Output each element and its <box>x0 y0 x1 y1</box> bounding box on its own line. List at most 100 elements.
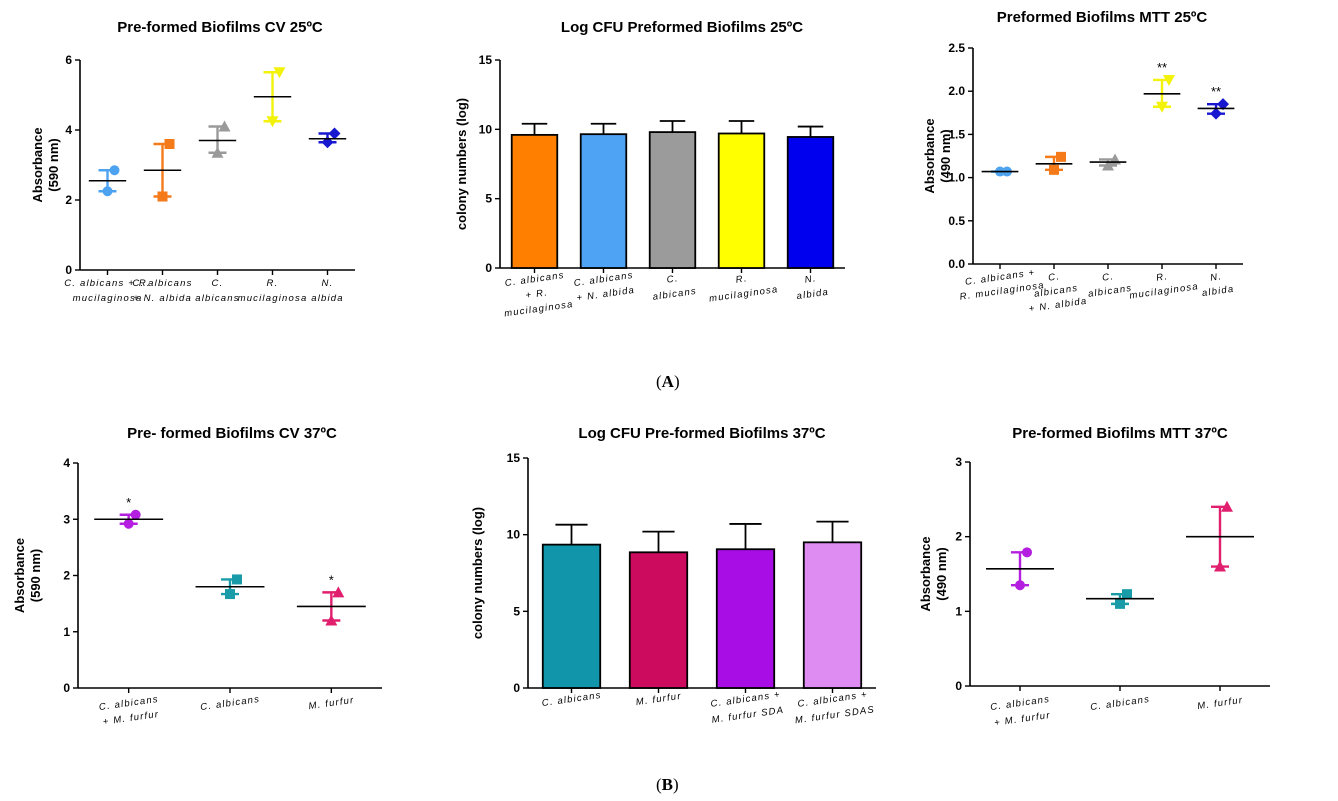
data-point <box>1163 74 1175 86</box>
chart-svg-b2: Log CFU Pre-formed Biofilms 37ºC colony n… <box>470 425 876 726</box>
y-tick-label: 15 <box>507 451 521 465</box>
y-tick-label: 4 <box>65 123 72 137</box>
x-category-line: C. <box>1048 271 1061 284</box>
x-category-line: albida <box>311 293 344 304</box>
x-category-label: C. albicans +M. furfur SDA <box>709 689 785 726</box>
data-point <box>123 518 134 529</box>
x-category-line: + M. furfur <box>994 710 1052 729</box>
x-category-line: + M. furfur <box>102 709 160 728</box>
x-category-line: R. <box>735 273 748 286</box>
x-category-line: mucilaginosa <box>238 293 308 304</box>
x-category-text: R.mucilaginosa <box>706 269 779 304</box>
x-category-line: M. furfur <box>635 691 682 708</box>
x-category-text: C. albicans +M. furfur SDA <box>709 689 785 726</box>
x-category-label: N. albida <box>311 278 344 304</box>
significance-marker: ** <box>1211 84 1221 99</box>
chart-panel-a1: Pre-formed Biofilms CV 25ºC Absorbance(59… <box>0 0 440 360</box>
x-category-text: C. albicans + R. mucilaginosa <box>64 278 151 304</box>
x-category-label: N.albida <box>1201 271 1235 299</box>
x-category-text: M. furfur <box>1197 695 1244 712</box>
data-point <box>225 589 235 600</box>
x-category-line: C. albicans + R. <box>64 278 151 289</box>
chart-svg-a2: Log CFU Preformed Biofilms 25ºC colony nu… <box>454 19 845 320</box>
y-tick-label: 3 <box>955 455 962 469</box>
y-axis-label-line: Absorbance <box>30 127 45 202</box>
x-category-label: R.mucilaginosa <box>1127 267 1200 301</box>
x-category-line: mucilaginosa <box>708 284 779 305</box>
x-category-line: N. <box>1210 271 1223 284</box>
x-category-line: albida <box>1201 284 1235 299</box>
y-tick-label: 2.5 <box>948 41 965 55</box>
x-category-text: C.albicans <box>195 278 239 304</box>
x-category-text: R.mucilaginosa <box>1127 267 1200 301</box>
x-category-text: C. albicans+ M. furfur <box>98 694 161 728</box>
y-tick-label: 5 <box>485 192 492 206</box>
data-point <box>325 614 338 626</box>
chart-title: Pre-formed Biofilms CV 25ºC <box>117 19 323 36</box>
chart-svg-a3: Preformed Biofilms MTT 25ºC Absorbance(49… <box>922 9 1243 315</box>
y-tick-label: 1 <box>955 604 962 618</box>
x-category-label: C.albicans <box>195 278 239 304</box>
data-point <box>1102 159 1114 171</box>
x-category-line: C. <box>1102 271 1115 284</box>
bar <box>786 136 835 269</box>
y-axis-label-line: Absorbance <box>12 538 27 613</box>
x-category-line: N. <box>322 278 334 289</box>
chart-panel-b3: Pre-formed Biofilms MTT 37ºC Absorbance(4… <box>890 410 1338 770</box>
x-category-line: C. albicans <box>1090 694 1151 713</box>
chart-svg-a1: Pre-formed Biofilms CV 25ºC Absorbance(59… <box>30 19 355 304</box>
bar <box>510 133 559 269</box>
y-axis-label: Absorbance(490 nm) <box>918 536 949 611</box>
figure-label-a: (A) <box>656 372 680 391</box>
x-category-text: C. albicans +M. furfur SDAS <box>792 688 876 726</box>
bar <box>579 133 628 269</box>
y-tick-label: 1.5 <box>948 127 965 141</box>
x-category-line: R. <box>1156 271 1169 284</box>
data-point <box>164 139 175 149</box>
chart-title: Log CFU Preformed Biofilms 25ºC <box>561 19 803 36</box>
x-category-label: N.albida <box>794 272 830 302</box>
y-tick-label: 0 <box>955 679 962 693</box>
x-category-label: C. albicans+ N. albida <box>573 270 636 304</box>
data-point <box>218 120 231 132</box>
y-tick-label: 3 <box>63 512 70 526</box>
chart-panel-a3: Preformed Biofilms MTT 25ºC Absorbance(49… <box>890 0 1338 360</box>
x-category-text: C. albicans+ M. furfur <box>990 694 1053 729</box>
y-tick-label: 0 <box>65 263 72 277</box>
data-point <box>1214 560 1226 572</box>
x-category-text: C.albicans <box>650 271 698 303</box>
x-category-label: C. albicans +R. mucilaginosa <box>957 266 1045 303</box>
x-category-label: C. albicans <box>200 694 261 713</box>
x-category-text: N.albida <box>794 272 830 302</box>
x-category-text: C. albicans + N. albida <box>132 278 192 304</box>
y-axis-label: Absorbance(490 nm) <box>922 118 953 193</box>
x-category-line: mucilaginosa <box>73 293 143 304</box>
data-point <box>232 574 242 585</box>
data-point <box>130 509 141 520</box>
x-category-label: C. albicans + R. mucilaginosa <box>64 278 151 304</box>
bar <box>648 131 697 269</box>
x-category-line: R. <box>267 278 279 289</box>
x-category-line: albicans <box>652 286 698 303</box>
x-category-text: C. albicans +R. mucilaginosa <box>957 266 1045 303</box>
data-point <box>1210 107 1222 120</box>
x-category-label: M. furfur <box>1197 695 1244 712</box>
x-category-line: mucilaginosa <box>504 299 575 320</box>
y-tick-label: 0 <box>513 681 520 695</box>
y-axis-label-line: (490 nm) <box>938 129 953 182</box>
x-category-text: M. furfur <box>635 691 682 708</box>
data-point <box>1115 598 1125 609</box>
x-category-label: C.albicans <box>1085 269 1133 300</box>
data-point <box>1049 164 1059 175</box>
bar <box>717 132 766 269</box>
x-category-line: mucilaginosa <box>1129 281 1200 302</box>
y-tick-label: 2 <box>65 193 72 207</box>
y-tick-label: 10 <box>479 122 493 136</box>
y-axis-label-line: Absorbance <box>922 118 937 193</box>
data-point <box>157 191 168 202</box>
x-category-text: C.albicans <box>1085 269 1133 300</box>
x-category-text: M. furfur <box>308 695 355 712</box>
y-axis-label-line: (490 nm) <box>934 547 949 600</box>
y-axis-label: colony numbers (log) <box>454 98 469 230</box>
bar <box>715 548 776 689</box>
